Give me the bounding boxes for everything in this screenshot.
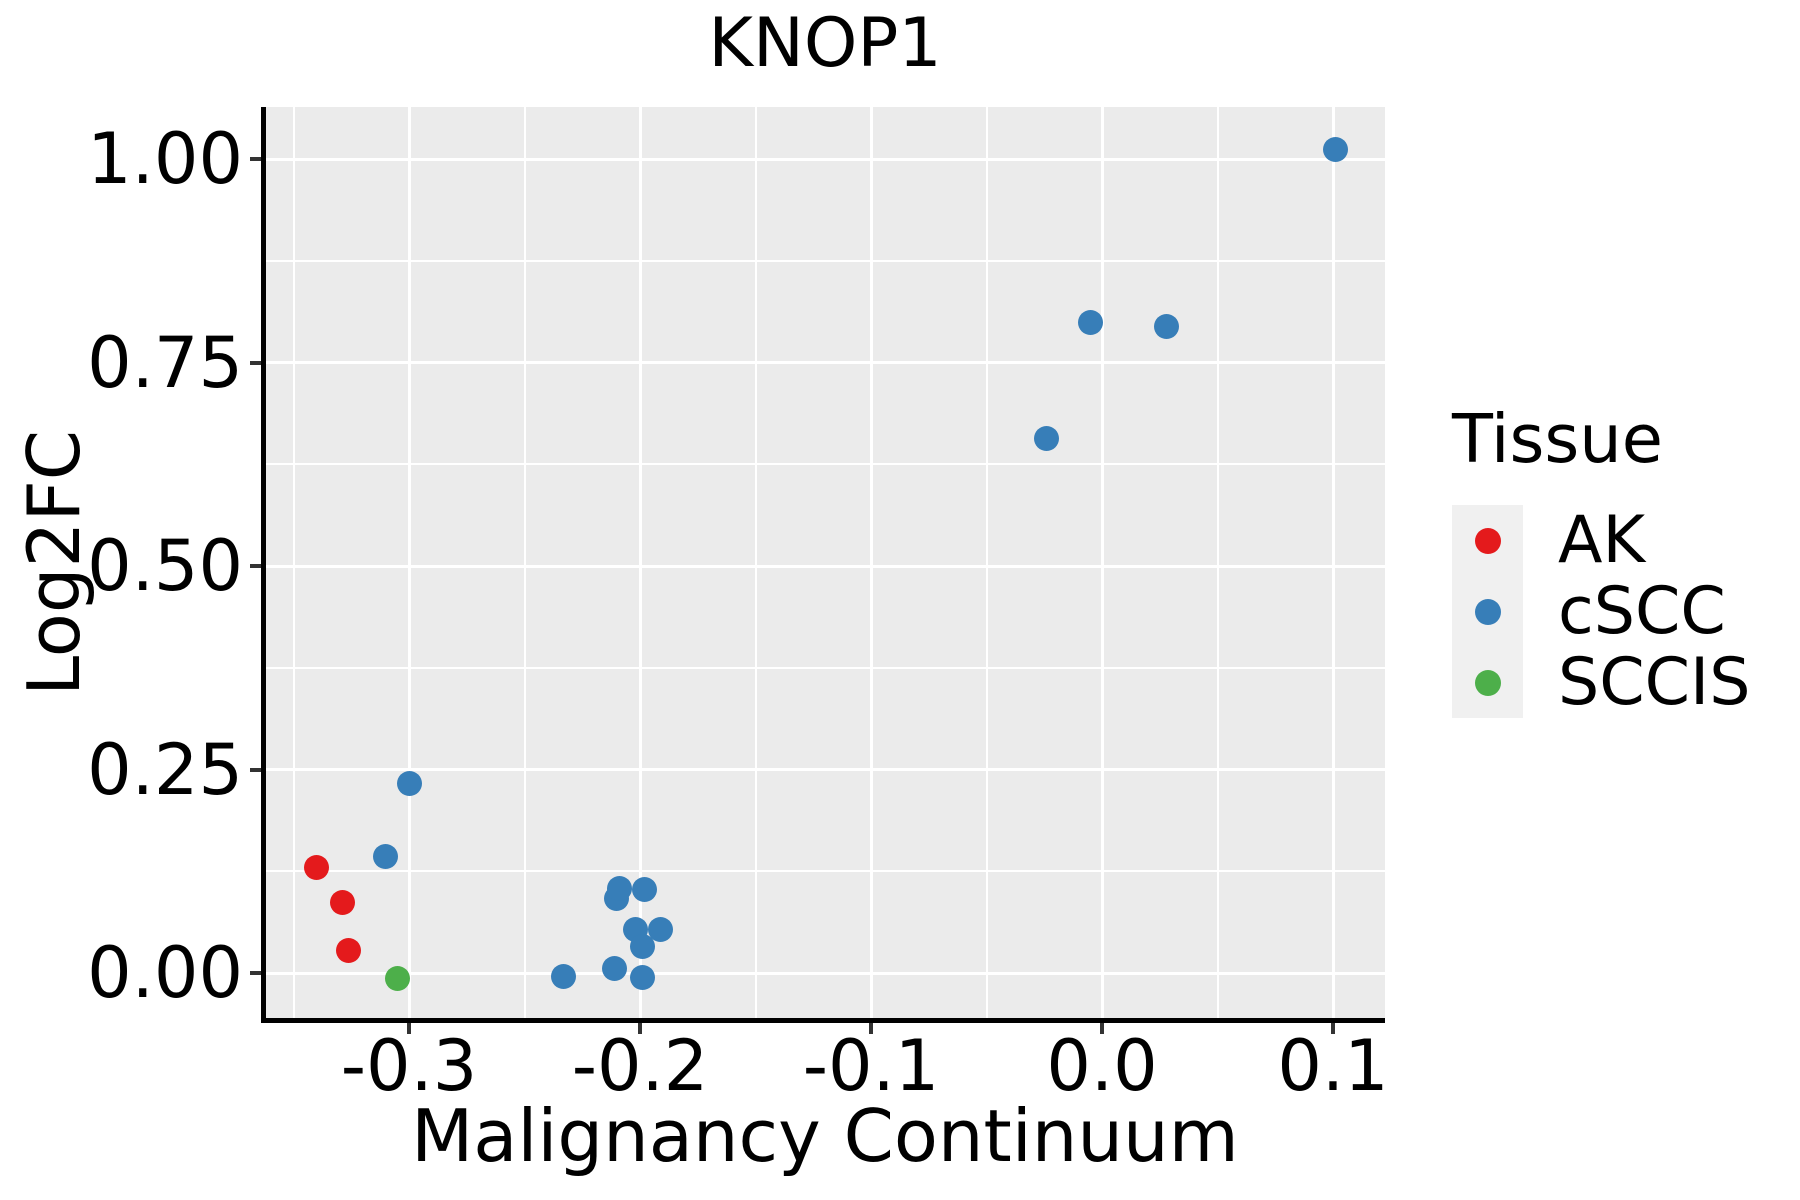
- y-tick-label: 1.00: [87, 118, 243, 200]
- y-axis-title: Log2FC: [12, 429, 96, 697]
- plot-panel: [265, 107, 1385, 1020]
- data-point-cSCC: [1154, 314, 1180, 340]
- legend-key-SCCIS: [1452, 647, 1523, 718]
- data-point-cSCC: [632, 877, 658, 903]
- y-minor-gridline: [265, 666, 1385, 669]
- y-axis-line: [261, 107, 266, 1023]
- x-tick-label: -0.1: [802, 1025, 940, 1107]
- legend-label-cSCC: cSCC: [1558, 574, 1726, 649]
- y-tick-label: 0.00: [87, 932, 243, 1014]
- legend-label-SCCIS: SCCIS: [1558, 645, 1751, 720]
- y-minor-gridline: [265, 870, 1385, 873]
- y-major-gridline: [265, 768, 1385, 771]
- y-tick-mark: [250, 971, 261, 975]
- x-tick-mark: [869, 1023, 873, 1034]
- data-point-cSCC: [1034, 425, 1060, 451]
- legend-title: Tissue: [1452, 400, 1663, 478]
- legend-label-AK: AK: [1558, 503, 1646, 578]
- data-point-cSCC: [396, 770, 422, 796]
- y-tick-label: 0.75: [87, 321, 243, 404]
- data-point-cSCC: [606, 875, 632, 901]
- data-point-cSCC: [551, 963, 577, 989]
- y-tick-mark: [250, 767, 261, 772]
- plot-title: KNOP1: [708, 4, 942, 83]
- y-minor-gridline: [265, 463, 1385, 466]
- x-tick-label: -0.3: [340, 1025, 478, 1107]
- legend-key-cSCC: [1452, 576, 1523, 647]
- x-tick-mark: [1100, 1023, 1104, 1034]
- data-point-cSCC: [648, 917, 674, 943]
- x-tick-label: -0.2: [571, 1025, 709, 1107]
- legend-key-AK: [1452, 505, 1523, 576]
- data-point-cSCC: [373, 844, 399, 870]
- y-major-gridline: [265, 361, 1385, 364]
- x-axis-line: [261, 1018, 1385, 1023]
- y-major-gridline: [265, 157, 1385, 161]
- data-point-cSCC: [602, 955, 628, 981]
- x-tick-mark: [1331, 1023, 1335, 1034]
- y-tick-label: 0.50: [87, 525, 243, 607]
- x-major-gridline: [407, 107, 411, 1020]
- x-major-gridline: [869, 107, 873, 1020]
- data-point-SCCIS: [384, 966, 410, 992]
- x-minor-gridline: [292, 107, 295, 1020]
- x-minor-gridline: [754, 107, 757, 1020]
- x-axis-title: Malignancy Continuum: [411, 1094, 1239, 1178]
- x-tick-mark: [638, 1023, 642, 1034]
- x-tick-label: 0.1: [1277, 1025, 1389, 1107]
- x-tick-mark: [407, 1023, 411, 1034]
- data-point-cSCC: [1077, 310, 1103, 336]
- legend-dot-SCCIS: [1474, 669, 1501, 696]
- x-minor-gridline: [1216, 107, 1219, 1020]
- x-minor-gridline: [985, 107, 988, 1020]
- y-major-gridline: [265, 971, 1385, 975]
- legend-dot-cSCC: [1474, 598, 1501, 625]
- x-major-gridline: [1331, 107, 1335, 1020]
- y-minor-gridline: [265, 259, 1385, 262]
- data-point-cSCC: [629, 964, 655, 990]
- legend-dot-AK: [1474, 527, 1501, 554]
- y-tick-mark: [250, 360, 261, 365]
- x-major-gridline: [638, 107, 642, 1020]
- x-tick-label: 0.0: [1046, 1025, 1158, 1107]
- x-major-gridline: [1100, 107, 1104, 1020]
- y-tick-mark: [250, 157, 261, 161]
- y-tick-label: 0.25: [87, 728, 243, 811]
- data-point-AK: [329, 890, 355, 916]
- x-minor-gridline: [523, 107, 526, 1020]
- y-major-gridline: [265, 564, 1385, 568]
- data-point-cSCC: [1322, 136, 1348, 162]
- y-tick-mark: [250, 564, 261, 568]
- data-point-AK: [336, 937, 362, 963]
- data-point-AK: [304, 854, 330, 880]
